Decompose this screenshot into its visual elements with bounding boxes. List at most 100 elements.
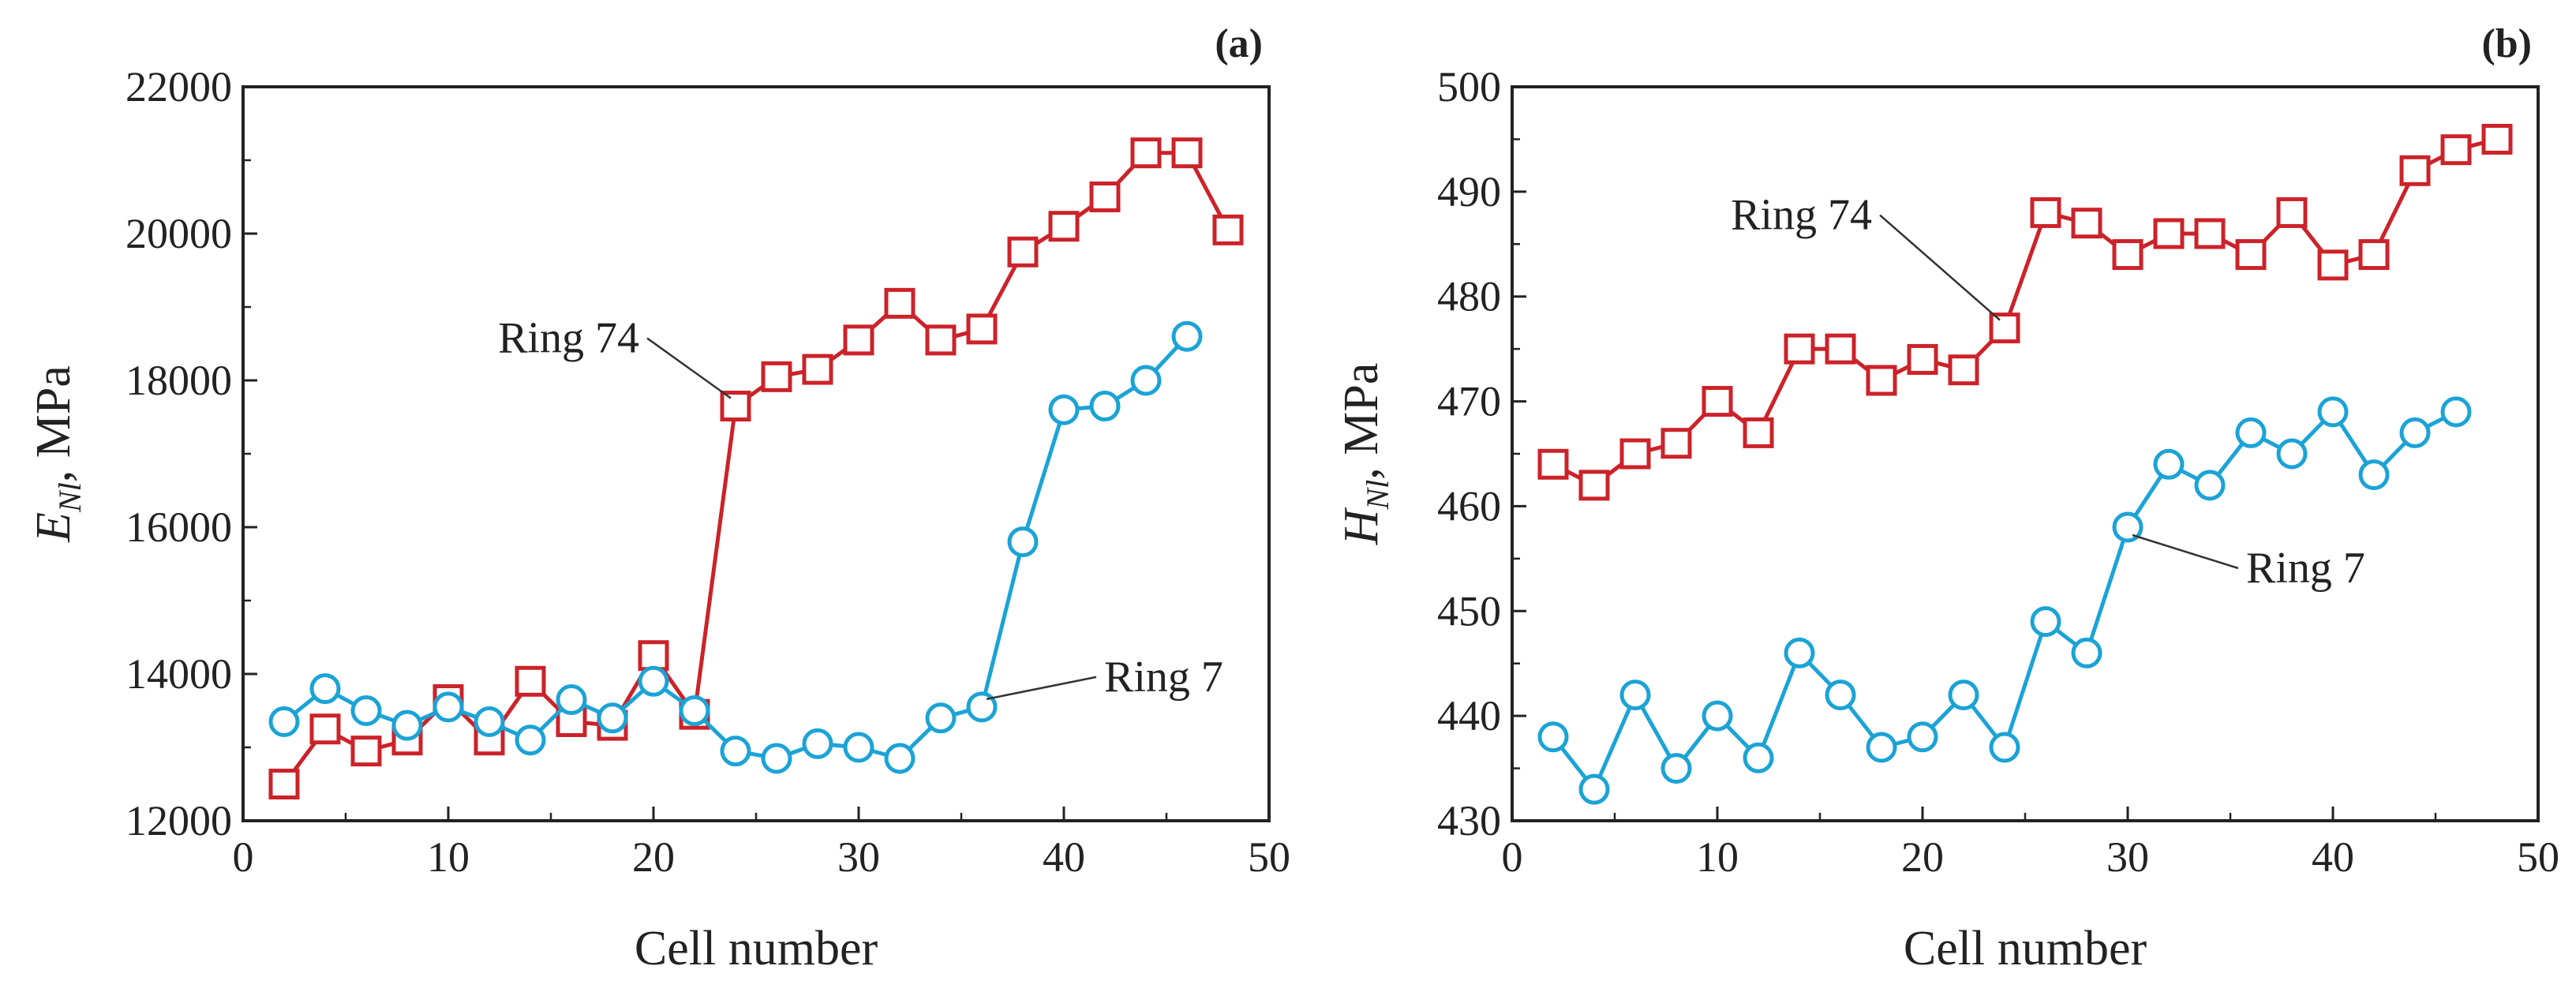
- ring-74-marker: [1989, 313, 2020, 344]
- ring-7-marker: [1661, 753, 1692, 784]
- x-tick-label: 40: [2312, 833, 2354, 881]
- ring-7-marker: [1089, 391, 1121, 422]
- ring-74-marker: [515, 665, 546, 697]
- ring-74-line: [1552, 137, 2498, 488]
- ring-7-marker: [556, 684, 587, 716]
- ring-7-marker: [884, 743, 915, 774]
- ring-74-marker: [884, 287, 915, 319]
- x-axis-label: Cell number: [635, 922, 878, 975]
- ring-74-marker: [2071, 208, 2102, 239]
- y-tick-label: 490: [1437, 168, 1501, 215]
- ring-74-marker: [309, 713, 341, 745]
- y-tick-label: 14000: [125, 650, 232, 698]
- y-axis-unit: , MPa: [1335, 363, 1388, 480]
- ring-74-marker: [1578, 470, 1610, 501]
- ring-74-marker: [2194, 218, 2226, 249]
- ring-7-marker: [1907, 721, 1938, 753]
- ring-7-annotation: Ring 7: [1104, 653, 1223, 702]
- ring-7-marker: [802, 728, 833, 759]
- ring-74-marker: [2276, 197, 2308, 228]
- ring-74-marker: [1702, 386, 1733, 417]
- y-tick-label: 470: [1437, 378, 1501, 425]
- axis-ticks: 0 10 20 30 40 50 430 440 450 460 470 480 490 500: [1437, 63, 2559, 881]
- annotation-layer: Ring 74 Ring 7: [1731, 191, 2365, 593]
- ring-7-marker: [1702, 700, 1733, 732]
- x-tick-label: 10: [1696, 833, 1739, 881]
- y-tick-label: 480: [1437, 273, 1501, 320]
- ring-74-marker: [1619, 438, 1651, 470]
- ring-74-marker: [966, 313, 998, 345]
- series-layer: [1537, 123, 2513, 805]
- ring-7-marker: [474, 706, 505, 737]
- ring-74-marker: [2235, 239, 2267, 271]
- ring-74-marker: [1089, 182, 1121, 212]
- ring-74-marker: [268, 769, 300, 799]
- ring-7-marker: [843, 732, 874, 763]
- ring-7-marker: [597, 702, 628, 734]
- ring-7-marker: [2276, 438, 2308, 470]
- x-tick-label: 40: [1043, 833, 1085, 881]
- ring-74-marker: [761, 361, 792, 392]
- series-layer: [268, 137, 1244, 799]
- ring-7-leader-line: [986, 676, 1097, 701]
- ring-74-marker: [2317, 249, 2349, 281]
- ring-7-marker: [1948, 679, 1979, 711]
- ring-74-marker: [2358, 239, 2390, 271]
- y-tick-label: 500: [1437, 63, 1501, 110]
- ring-7-marker: [391, 709, 423, 741]
- ring-74-marker: [2030, 197, 2061, 228]
- ring-7-marker: [1007, 526, 1039, 558]
- ring-74-marker: [1171, 137, 1203, 169]
- ring-7-marker: [2440, 396, 2472, 428]
- x-tick-label: 0: [1502, 833, 1523, 881]
- ring-7-marker: [761, 743, 792, 774]
- ring-74-marker: [350, 736, 382, 767]
- ring-74-marker: [1948, 354, 1979, 386]
- y-tick-label: 440: [1437, 692, 1501, 739]
- ring-7-marker: [2235, 417, 2267, 448]
- ring-7-marker: [2112, 511, 2144, 543]
- y-tick-label: 18000: [125, 357, 232, 404]
- ring-7-marker: [515, 724, 546, 756]
- y-axis-label: HNl, MPa: [1335, 363, 1395, 546]
- y-tick-label: 22000: [125, 63, 232, 110]
- x-axis-label: Cell number: [1904, 922, 2147, 975]
- x-tick-label: 20: [632, 833, 675, 881]
- ring-7-marker: [1537, 721, 1569, 753]
- x-tick-label: 30: [2106, 833, 2149, 881]
- panel-a: (a) Cell number ENl, MPa 0 10 20 30 40 50 1200…: [27, 21, 1290, 975]
- ring-7-marker: [432, 691, 464, 723]
- ring-74-marker: [1907, 343, 1938, 375]
- ring-74-marker: [1661, 428, 1692, 459]
- ring-74-marker: [2440, 134, 2472, 166]
- ring-74-leader-line: [1879, 214, 2001, 321]
- ring-74-marker: [1743, 417, 1774, 448]
- ring-7-marker: [2317, 396, 2349, 428]
- ring-7-marker: [679, 695, 710, 726]
- ring-74-marker: [2153, 218, 2185, 249]
- ring-74-marker: [1784, 333, 1815, 365]
- y-tick-label: 460: [1437, 482, 1501, 530]
- x-tick-label: 20: [1901, 833, 1944, 881]
- ring-7-marker: [1989, 732, 2020, 763]
- y-tick-label: 16000: [125, 503, 232, 551]
- ring-74-marker: [1825, 333, 1856, 365]
- y-axis-symbol: H: [1335, 507, 1388, 545]
- ring-7-marker: [309, 673, 341, 705]
- ring-74-marker: [1007, 236, 1039, 268]
- ring-74-marker: [2112, 239, 2144, 271]
- ring-7-annotation: Ring 7: [2246, 544, 2365, 593]
- panel-label: (a): [1215, 21, 1263, 66]
- ring-7-marker: [966, 691, 998, 723]
- panel-b: (b) Cell number HNl, MPa 0 10 20 30 40 50 430 4…: [1335, 21, 2559, 975]
- ring-74-annotation: Ring 74: [1731, 191, 1872, 240]
- annotation-layer: Ring 74 Ring 7: [498, 314, 1223, 702]
- ring-74-marker: [843, 324, 874, 356]
- ring-7-marker: [2399, 417, 2431, 448]
- ring-74-marker: [925, 324, 957, 356]
- y-axis-label: ENl, MPa: [27, 365, 88, 543]
- y-axis-symbol: E: [27, 512, 80, 543]
- x-tick-label: 30: [837, 833, 880, 881]
- ring-7-marker: [268, 706, 300, 737]
